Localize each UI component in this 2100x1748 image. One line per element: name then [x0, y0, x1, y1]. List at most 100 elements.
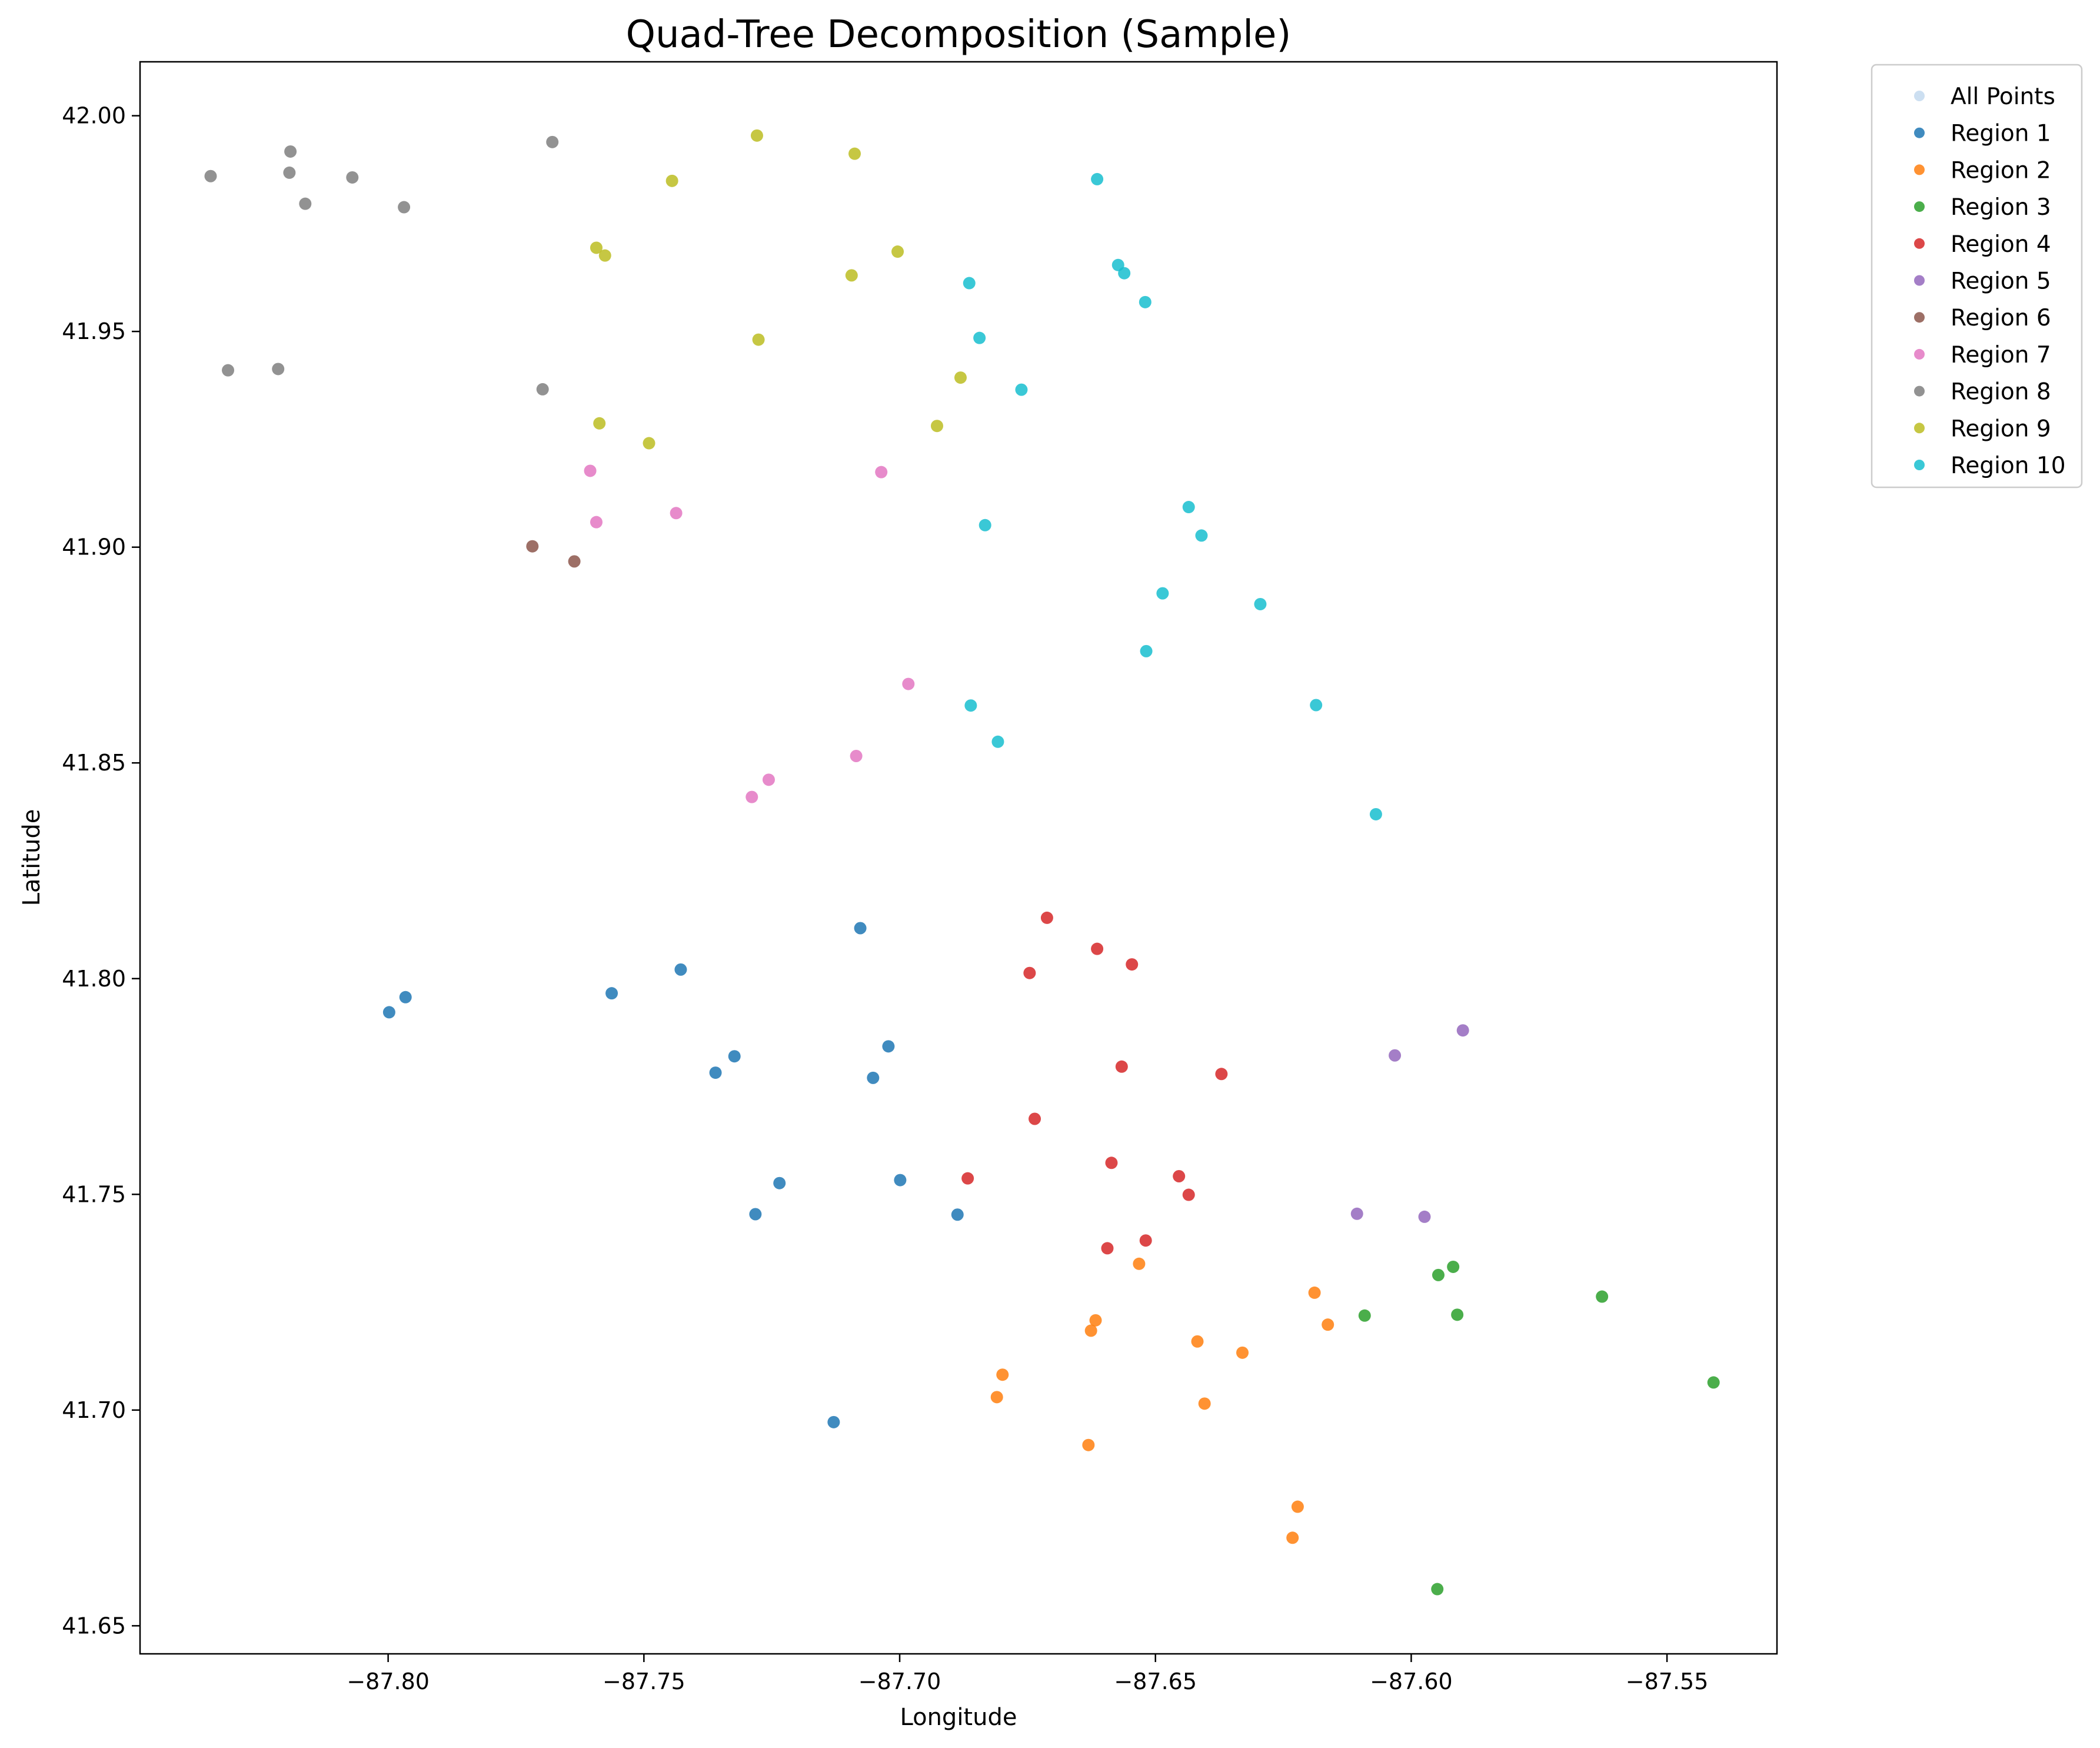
data-point-region-8 — [346, 171, 359, 184]
data-point-region-10 — [963, 277, 976, 290]
data-point-region-7 — [590, 516, 603, 529]
data-point-region-2 — [1082, 1438, 1095, 1451]
data-point-region-4 — [1023, 966, 1036, 979]
data-point-region-5 — [1418, 1210, 1431, 1223]
legend-marker — [1914, 164, 1925, 175]
data-point-region-7 — [850, 749, 863, 762]
data-point-region-9 — [750, 129, 763, 142]
data-point-region-9 — [848, 147, 861, 160]
data-point-region-10 — [1140, 644, 1153, 657]
data-point-region-4 — [961, 1172, 974, 1185]
x-tick-label: −87.55 — [1626, 1669, 1709, 1694]
data-point-region-10 — [964, 699, 977, 712]
data-point-region-10 — [1015, 383, 1028, 396]
data-point-region-9 — [891, 245, 904, 258]
data-point-region-8 — [272, 363, 285, 375]
data-point-region-9 — [954, 371, 967, 384]
data-point-region-4 — [1126, 958, 1139, 971]
data-point-region-1 — [827, 1415, 840, 1428]
data-point-region-9 — [845, 269, 858, 282]
plot-area-frame — [139, 61, 1778, 1655]
data-point-region-4 — [1101, 1242, 1114, 1255]
legend-label: Region 7 — [1951, 342, 2051, 368]
data-point-region-7 — [746, 790, 758, 803]
data-point-region-7 — [584, 464, 597, 477]
data-point-region-1 — [951, 1208, 964, 1221]
data-point-region-1 — [882, 1040, 895, 1053]
data-point-region-10 — [1091, 172, 1104, 185]
legend-marker — [1914, 91, 1925, 101]
data-point-region-2 — [1084, 1324, 1097, 1337]
legend-marker — [1914, 386, 1925, 397]
data-point-region-3 — [1447, 1260, 1460, 1273]
data-point-region-2 — [1308, 1286, 1321, 1299]
data-point-region-4 — [1215, 1068, 1228, 1081]
data-point-region-8 — [398, 201, 411, 214]
data-point-region-2 — [1322, 1318, 1334, 1331]
data-point-region-1 — [728, 1050, 741, 1063]
data-point-region-10 — [991, 735, 1004, 748]
legend-label: Region 6 — [1951, 305, 2051, 331]
data-point-region-10 — [1182, 501, 1195, 514]
y-tick-label: 41.80 — [62, 966, 126, 992]
data-point-region-4 — [1029, 1112, 1041, 1125]
data-point-region-1 — [382, 1006, 395, 1019]
legend-label: All Points — [1951, 84, 2055, 110]
data-point-region-2 — [1286, 1531, 1299, 1544]
data-point-region-5 — [1389, 1049, 1402, 1062]
legend-label: Region 8 — [1951, 379, 2051, 406]
y-tick-label: 41.65 — [62, 1613, 126, 1639]
legend-label: Region 1 — [1951, 121, 2051, 147]
legend-marker — [1914, 460, 1925, 470]
y-tick-label: 41.75 — [62, 1181, 126, 1207]
data-point-region-10 — [1310, 699, 1323, 712]
data-point-region-3 — [1432, 1268, 1445, 1281]
data-point-region-1 — [749, 1208, 762, 1221]
x-tick-label: −87.65 — [1114, 1669, 1197, 1694]
data-point-region-8 — [299, 197, 312, 210]
data-point-region-10 — [1156, 587, 1169, 600]
data-point-region-6 — [526, 540, 539, 553]
legend-label: Region 4 — [1951, 231, 2051, 258]
data-point-region-2 — [1089, 1314, 1102, 1327]
data-point-region-4 — [1105, 1157, 1118, 1169]
data-point-region-2 — [990, 1391, 1003, 1404]
data-point-region-1 — [773, 1177, 786, 1189]
data-point-region-6 — [568, 555, 581, 568]
data-point-region-1 — [894, 1174, 907, 1187]
legend-label: Region 9 — [1951, 416, 2051, 442]
data-point-region-1 — [867, 1071, 880, 1084]
data-point-region-9 — [752, 333, 765, 346]
data-point-region-3 — [1431, 1583, 1444, 1596]
data-point-region-8 — [283, 166, 296, 179]
data-point-region-10 — [1254, 597, 1267, 610]
data-point-region-1 — [674, 963, 687, 976]
legend-marker — [1914, 423, 1925, 434]
x-tick-label: −87.70 — [858, 1669, 941, 1694]
x-tick-label: −87.80 — [347, 1669, 430, 1694]
data-point-region-5 — [1350, 1207, 1363, 1220]
data-point-region-10 — [979, 519, 991, 531]
x-tick-label: −87.60 — [1370, 1669, 1453, 1694]
data-point-region-10 — [1195, 529, 1208, 542]
x-tick-label: −87.75 — [603, 1669, 685, 1694]
tick-layer: −87.80 −87.75 −87.70 −87.65 −87.60 −87.55 41.6… — [62, 103, 1708, 1694]
legend-marker — [1914, 275, 1925, 286]
data-point-region-8 — [536, 383, 549, 396]
legend-marker — [1914, 201, 1925, 212]
data-point-region-4 — [1139, 1234, 1152, 1247]
data-point-region-4 — [1115, 1060, 1128, 1073]
data-point-region-10 — [973, 331, 986, 344]
chart-title: Quad-Tree Decomposition (Sample) — [626, 13, 1292, 57]
data-point-region-3 — [1707, 1376, 1720, 1389]
data-point-region-3 — [1596, 1290, 1609, 1303]
data-point-region-9 — [590, 241, 603, 254]
data-point-region-3 — [1358, 1309, 1371, 1322]
legend-marker — [1914, 348, 1925, 360]
data-point-region-9 — [598, 249, 611, 262]
legend-marker — [1914, 127, 1925, 138]
legend-label: Region 10 — [1951, 453, 2066, 479]
y-tick-label: 41.85 — [62, 750, 126, 776]
data-point-region-4 — [1182, 1188, 1195, 1201]
